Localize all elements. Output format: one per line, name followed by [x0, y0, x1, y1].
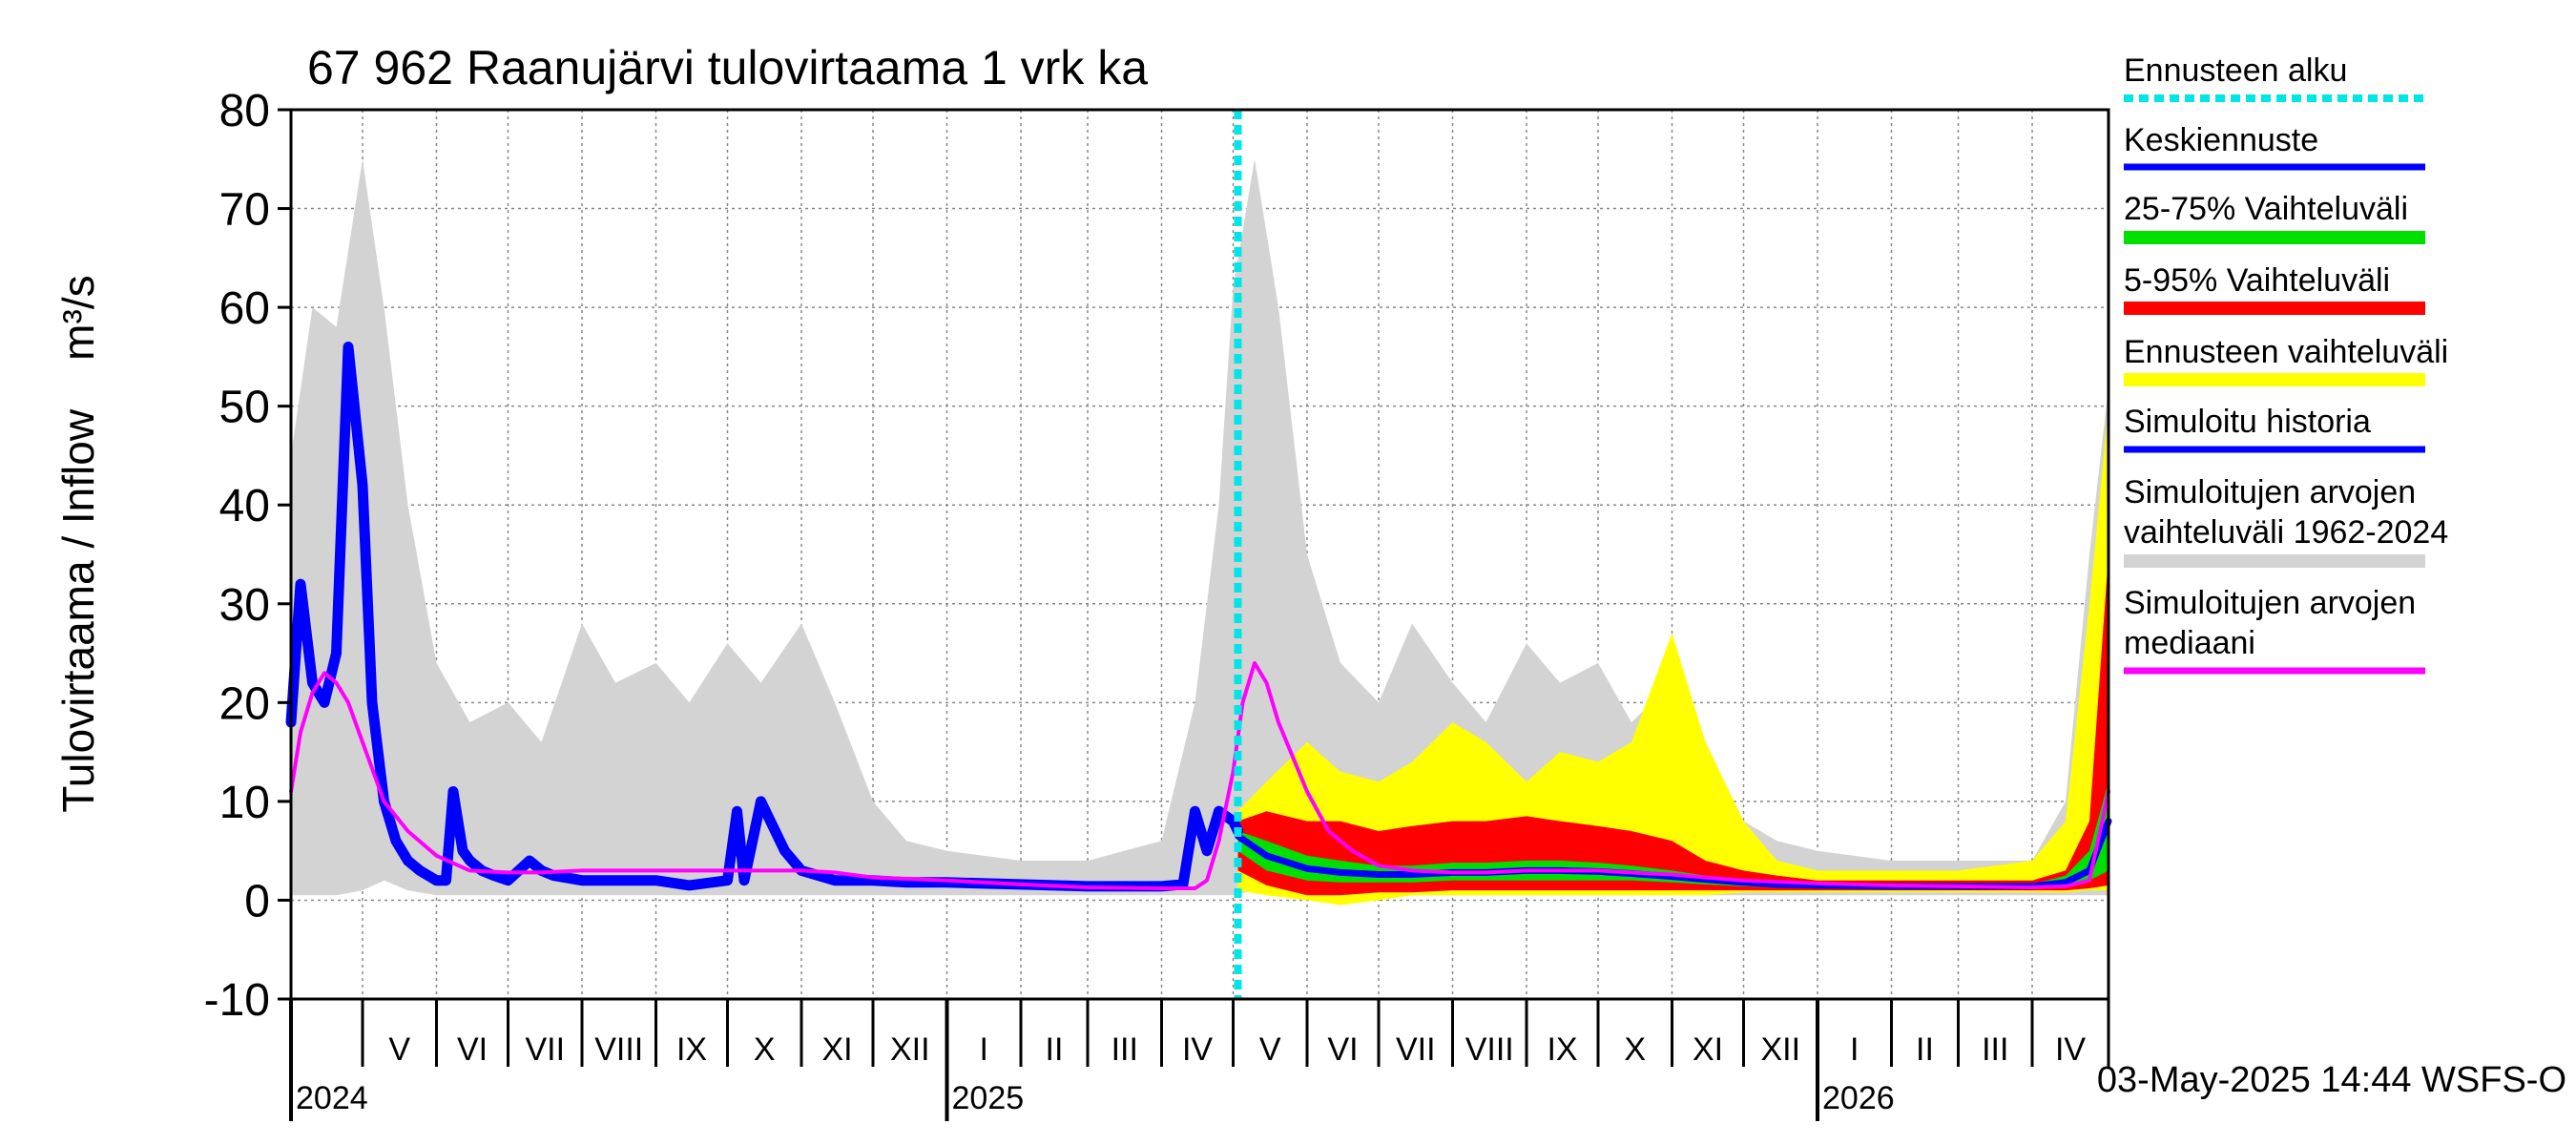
x-month-label: III: [1111, 1031, 1138, 1068]
x-month-label: V: [1259, 1031, 1281, 1068]
legend-label-median_forecast: Keskiennuste: [2124, 122, 2318, 158]
x-month-label: IV: [1182, 1031, 1213, 1068]
x-month-label: VIII: [594, 1031, 643, 1068]
y-tick-label: 0: [244, 876, 270, 926]
y-tick-label: 60: [219, 283, 270, 334]
x-month-label: I: [980, 1031, 988, 1068]
x-month-label: I: [1850, 1031, 1859, 1068]
y-tick-label: 70: [219, 185, 270, 236]
x-axis: V VI VII VIII IX X XI XII I II III IV V VI VII VIII IX X X…: [289, 999, 2110, 1121]
x-month-label: VI: [457, 1031, 488, 1068]
bands-layer: [291, 158, 2109, 906]
y-tick-label: -10: [204, 975, 270, 1026]
lines-layer: [285, 342, 2112, 892]
legend-label-forecast_start: Ennusteen alku: [2124, 52, 2347, 89]
plot-frame: [289, 108, 2110, 1001]
y-tick-label: 80: [219, 86, 270, 136]
x-month-label: VI: [1327, 1031, 1358, 1068]
x-month-label: XI: [1693, 1031, 1723, 1068]
x-month-label: IX: [676, 1031, 707, 1068]
x-month-label: X: [754, 1031, 776, 1068]
legend-label-sim_median: mediaani: [2124, 625, 2255, 661]
y-axis: -10 0 10 20 30 40 50 60 70 80: [204, 86, 291, 1026]
series-band-p25_75: [1237, 781, 2109, 888]
x-year-label: 2026: [1822, 1080, 1895, 1116]
x-month-label: III: [1982, 1031, 2008, 1068]
x-month-label: II: [1046, 1031, 1064, 1068]
x-month-label: IX: [1547, 1031, 1577, 1068]
y-tick-label: 50: [219, 383, 270, 433]
series-line-sim_median: [289, 660, 2110, 890]
footer-timestamp: 03-May-2025 14:44 WSFS-O: [2097, 1060, 2566, 1100]
legend-label-sim_range: vaihteluväli 1962-2024: [2124, 514, 2448, 551]
x-month-label: VII: [1396, 1031, 1436, 1068]
x-year-label: 2025: [952, 1080, 1025, 1116]
x-month-label: VII: [525, 1031, 565, 1068]
legend-label-p25_75: 25-75% Vaihteluväli: [2124, 191, 2408, 227]
series-band-forecast_range: [1237, 406, 2109, 906]
x-month-label: IV: [2055, 1031, 2086, 1068]
legend-label-p5_95: 5-95% Vaihteluväli: [2124, 262, 2390, 299]
x-month-label: VIII: [1465, 1031, 1514, 1068]
x-month-label: XII: [1760, 1031, 1800, 1068]
y-tick-label: 10: [219, 778, 270, 828]
legend-label-simulated_history: Simuloitu historia: [2124, 404, 2371, 440]
y-tick-label: 40: [219, 481, 270, 531]
y-tick-label: 20: [219, 678, 270, 729]
legend-label-sim_median: Simuloitujen arvojen: [2124, 585, 2416, 621]
legend: Ennusteen alku Keskiennuste 25-75% Vaihtel…: [2124, 52, 2448, 675]
y-tick-label: 30: [219, 580, 270, 631]
legend-label-forecast_range: Ennusteen vaihteluväli: [2124, 334, 2448, 370]
x-month-label: XI: [821, 1031, 852, 1068]
y-axis-label: Tulovirtaama / Inflow m³/s: [53, 275, 103, 812]
x-month-label: II: [1916, 1031, 1934, 1068]
x-month-label: X: [1624, 1031, 1646, 1068]
chart-title: 67 962 Raanujärvi tulovirtaama 1 vrk ka: [307, 41, 1148, 94]
legend-label-sim_range: Simuloitujen arvojen: [2124, 474, 2416, 510]
x-month-label: V: [388, 1031, 410, 1068]
x-month-label: XII: [890, 1031, 930, 1068]
x-year-label: 2024: [296, 1080, 368, 1116]
